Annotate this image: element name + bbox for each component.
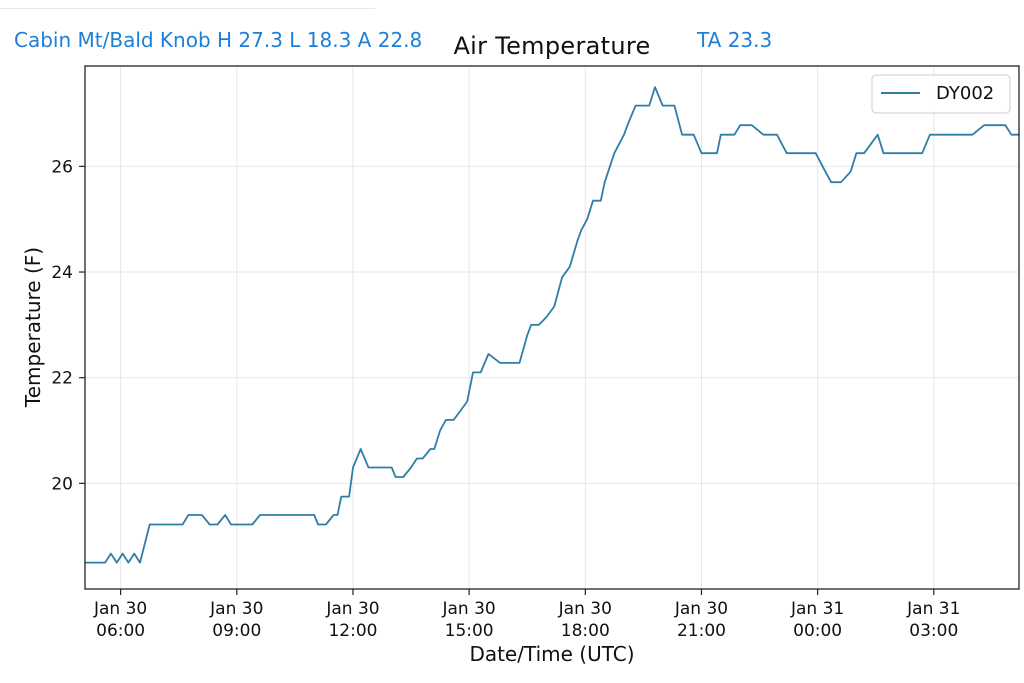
x-tick-label: Jan 31 00:00 <box>790 599 844 641</box>
x-tick-label: Jan 30 12:00 <box>325 599 379 641</box>
x-tick-label: Jan 30 06:00 <box>93 599 147 641</box>
x-tick-label: Jan 30 09:00 <box>209 599 263 641</box>
series-layer <box>85 86 1019 564</box>
x-axis-label: Date/Time (UTC) <box>469 642 634 666</box>
y-axis-label: Temperature (F) <box>21 247 45 408</box>
x-tick-label: Jan 30 15:00 <box>442 599 496 641</box>
ta-readout-link[interactable]: TA 23.3 <box>697 28 773 52</box>
x-tick-label: Jan 31 03:00 <box>906 599 960 641</box>
top-divider <box>0 8 375 9</box>
y-tick-label: 20 <box>51 474 73 494</box>
chart-title: Air Temperature <box>453 32 651 60</box>
series-line-dy002 <box>85 86 1019 564</box>
y-tick-label: 26 <box>51 157 73 177</box>
grid-lines <box>85 66 1019 589</box>
x-tick-label: Jan 30 21:00 <box>674 599 728 641</box>
y-tick-label: 22 <box>51 369 73 389</box>
legend-label: DY002 <box>936 83 994 104</box>
station-summary-link[interactable]: Cabin Mt/Bald Knob H 27.3 L 18.3 A 22.8 <box>14 28 423 52</box>
legend-box <box>871 74 1011 114</box>
x-tick-label: Jan 30 18:00 <box>558 599 612 641</box>
legend: DY002 <box>871 74 1011 114</box>
plot-frame <box>84 65 1020 590</box>
y-tick-label: 24 <box>51 263 73 283</box>
axis-ticks: 20 22 24 26 Jan 30 06:00 Jan 30 09:00 Jan 30 12:0… <box>51 157 960 641</box>
